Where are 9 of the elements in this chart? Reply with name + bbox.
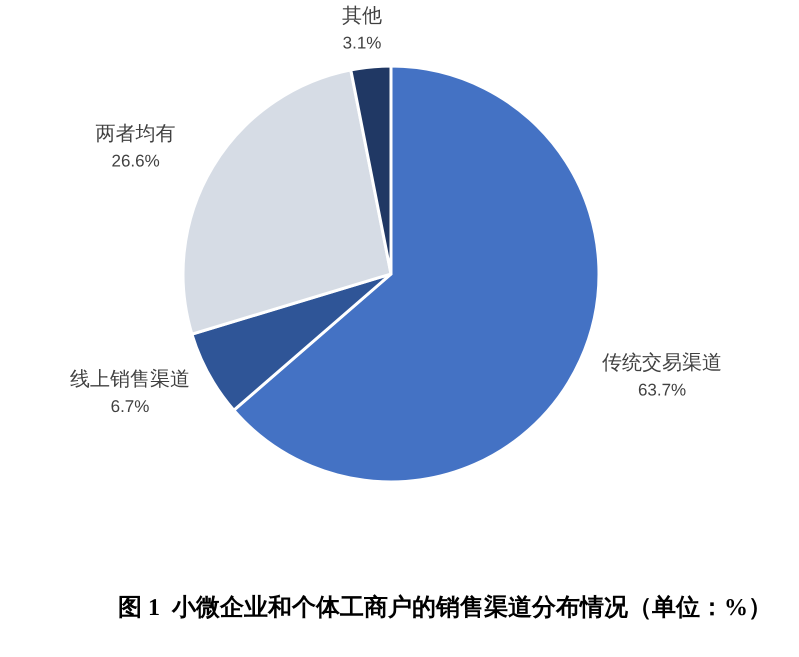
slice-label: 传统交易渠道	[602, 350, 722, 374]
data-label: 6.7%	[110, 397, 150, 416]
data-label: 26.6%	[112, 152, 160, 171]
slice-label: 两者均有	[96, 121, 176, 146]
data-label: 3.1%	[342, 34, 382, 53]
data-label: 63.7%	[638, 380, 686, 400]
slice-label: 其他	[342, 3, 382, 28]
slice-label: 线上销售渠道	[70, 366, 190, 391]
text: 图 1 小微企业和个体工商户的销售渠道分布情况（单位：%）	[118, 594, 772, 621]
